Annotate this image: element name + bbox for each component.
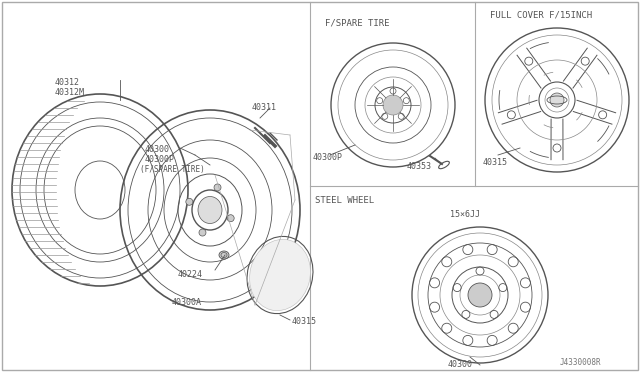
- Text: STEEL WHEEL: STEEL WHEEL: [315, 196, 374, 205]
- Text: 40353: 40353: [407, 162, 432, 171]
- Text: 40300: 40300: [145, 145, 170, 154]
- Text: F/SPARE TIRE: F/SPARE TIRE: [325, 18, 390, 27]
- Ellipse shape: [186, 198, 193, 205]
- Circle shape: [383, 95, 403, 115]
- Circle shape: [468, 283, 492, 307]
- Circle shape: [550, 93, 564, 107]
- Text: (F/SPARE TIRE): (F/SPARE TIRE): [140, 165, 205, 174]
- Ellipse shape: [219, 251, 229, 259]
- Text: J4330008R: J4330008R: [560, 358, 602, 367]
- Text: 40315: 40315: [292, 317, 317, 326]
- Text: 40300P: 40300P: [145, 155, 175, 164]
- Text: 40300A: 40300A: [172, 298, 202, 307]
- Text: FULL COVER F/15INCH: FULL COVER F/15INCH: [490, 10, 592, 19]
- Ellipse shape: [250, 239, 310, 311]
- Text: 40311: 40311: [252, 103, 277, 112]
- Text: 40224: 40224: [178, 270, 203, 279]
- Text: 40315: 40315: [483, 158, 508, 167]
- Ellipse shape: [227, 215, 234, 222]
- Text: 40312: 40312: [55, 78, 80, 87]
- Text: 40300: 40300: [448, 360, 473, 369]
- Text: 15×6JJ: 15×6JJ: [450, 210, 480, 219]
- Text: 40300P: 40300P: [313, 153, 343, 162]
- Text: 40312M: 40312M: [55, 88, 85, 97]
- Ellipse shape: [214, 184, 221, 191]
- Ellipse shape: [198, 196, 222, 224]
- Ellipse shape: [199, 229, 206, 236]
